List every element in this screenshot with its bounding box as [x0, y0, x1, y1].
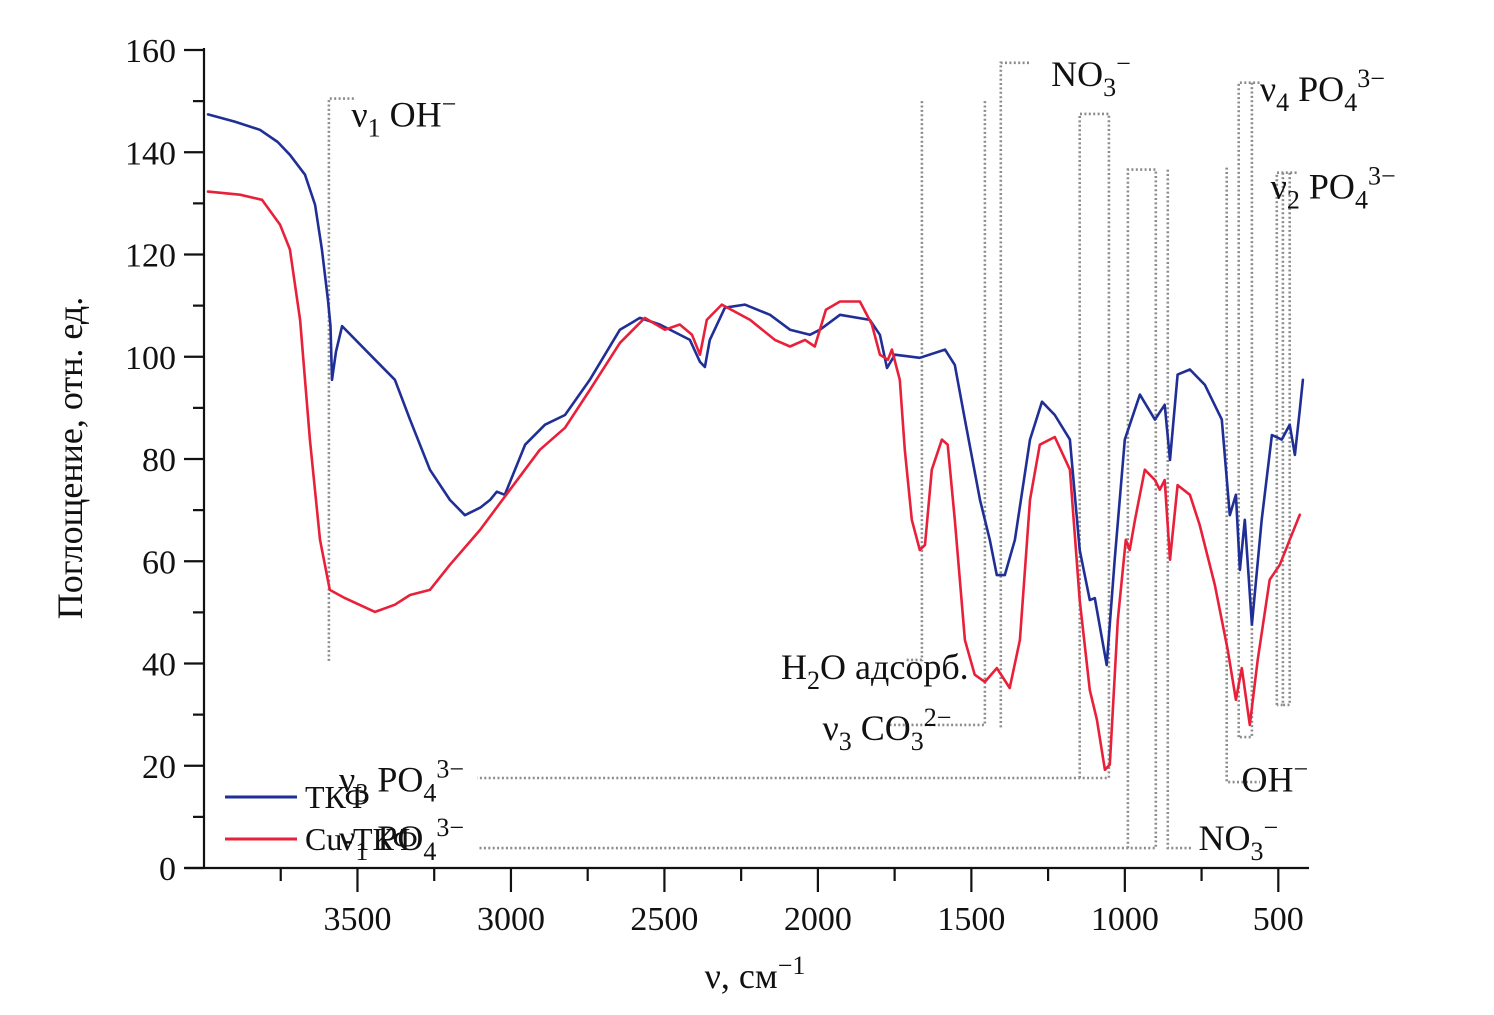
axis-tick-labels: 3500 3000 2500 2000 1500 1000 500 0 20 40 60 80 100 1…: [125, 33, 1304, 938]
x-tick-label: 1000: [1091, 901, 1159, 938]
annotation-guides: [327, 61, 1297, 850]
guide-line-nu2-po4: [1276, 172, 1285, 707]
y-tick-label: 120: [125, 238, 176, 275]
guide-line-nu1-po4: [477, 168, 1158, 850]
y-tick-label: 140: [125, 135, 176, 172]
y-tick-label: 40: [142, 647, 176, 684]
annotation-part: OH: [381, 95, 442, 135]
annotation-part: 1: [368, 114, 381, 143]
axis-ticks: [184, 48, 1280, 892]
annotation-part: 2−: [924, 703, 952, 732]
annotation-part: H: [781, 647, 807, 687]
y-tick-label: 0: [159, 851, 176, 888]
annotation-part: NO: [1051, 54, 1103, 94]
guide-line-nu2-po4: [1275, 171, 1297, 705]
series-lines: [206, 113, 1305, 772]
annotation-part: CO: [852, 708, 911, 748]
x-tick-label: 3000: [477, 901, 545, 938]
annotation-part: PO: [368, 818, 423, 858]
y-tick-label: 160: [125, 33, 176, 70]
y-tick-label: 100: [125, 340, 176, 377]
guide-line-nu4-po4: [1238, 82, 1254, 739]
annotation-part: NO: [1199, 818, 1251, 858]
annotation-part: 4: [1276, 88, 1289, 117]
y-tick-label: 20: [142, 749, 176, 786]
annotation-part: 1: [355, 837, 368, 866]
annotation-part: 3−: [1368, 161, 1396, 190]
legend-label-tkf: ТКФ: [305, 779, 370, 815]
annotation-part: 3: [1251, 837, 1264, 866]
annotation-part: 3: [1103, 73, 1116, 102]
y-tick-label: 60: [142, 544, 176, 581]
annotation-part: 3−: [1357, 64, 1385, 93]
x-axis-title: ν, см−1: [705, 951, 806, 996]
guide-line-nu3-po4: [477, 112, 1111, 780]
annotation-part: 3: [355, 778, 368, 807]
guide-line-no3-bottom: [1166, 169, 1192, 850]
guide-line-nu3-co3: [888, 101, 987, 727]
annotation-nu3-po4: ν3 PO43−: [339, 754, 464, 807]
x-tick-label: 2000: [784, 901, 852, 938]
annotation-part: PO: [1300, 166, 1355, 206]
annotation-part: ν: [351, 95, 367, 135]
annotation-no3-top: NO3−: [1051, 49, 1131, 102]
annotation-part: PO: [368, 759, 423, 799]
annotation-nu2-po4: ν2 PO43−: [1271, 161, 1396, 214]
axes: [185, 48, 1309, 870]
annotation-part: 4: [1344, 88, 1357, 117]
annotation-part: O адсорб.: [820, 647, 969, 687]
annotation-nu3-co3: ν3 CO32−: [822, 703, 951, 756]
annotation-part: ν: [822, 708, 838, 748]
annotation-no3-bottom: NO3−: [1199, 813, 1279, 866]
annotation-labels: ν1 OH−NO3−H2O адсорб.ν3 CO32−ν3 PO43−ν1 …: [339, 49, 1396, 866]
x-axis-title-sup: −1: [778, 951, 806, 980]
annotation-oh-bottom: OH−: [1241, 754, 1308, 799]
annotation-nu4-po4: ν4 PO43−: [1260, 64, 1385, 117]
y-tick-label: 80: [142, 442, 176, 479]
annotation-part: 4: [423, 837, 436, 866]
annotation-part: −: [442, 90, 457, 119]
legend: ТКФ Cu-ТКФ: [225, 779, 418, 857]
y-axis-title: Поглощение, отн. ед.: [50, 297, 90, 619]
annotation-part: −: [1264, 813, 1279, 842]
legend-label-cu-tkf: Cu-ТКФ: [305, 821, 418, 857]
annotation-part: 3−: [436, 813, 464, 842]
annotation-part: 3−: [436, 754, 464, 783]
annotation-part: ν: [1260, 69, 1276, 109]
annotation-part: 2: [1287, 185, 1300, 214]
x-tick-label: 3500: [323, 901, 391, 938]
x-tick-label: 1500: [937, 901, 1005, 938]
guide-line-nu4-po4: [1237, 81, 1260, 738]
series-line-tkf: [206, 113, 1305, 667]
annotation-part: ν: [339, 759, 355, 799]
annotation-h2o-adsorb: H2O адсорб.: [781, 647, 969, 695]
annotation-part: OH: [1241, 759, 1293, 799]
guide-line-no3-top: [999, 61, 1030, 728]
guide-line-nu2-po4: [1282, 172, 1291, 707]
x-tick-label: 500: [1253, 901, 1304, 938]
annotation-part: 4: [423, 778, 436, 807]
series-line-cu-tkf: [206, 190, 1302, 772]
annotation-part: 2: [807, 666, 820, 695]
annotation-part: 4: [1355, 185, 1368, 214]
annotation-part: PO: [1289, 69, 1344, 109]
annotation-nu1-po4: ν1 PO43−: [339, 813, 464, 866]
annotation-part: 3: [839, 727, 852, 756]
annotation-nu1-oh: ν1 OH−: [351, 90, 456, 143]
annotation-part: −: [1293, 754, 1308, 783]
annotation-part: 3: [911, 727, 924, 756]
guide-line-h2o-adsorb: [905, 101, 924, 662]
annotation-part: ν: [1271, 166, 1287, 206]
annotation-part: −: [1116, 49, 1131, 78]
annotation-part: ν: [339, 818, 355, 858]
x-tick-label: 2500: [630, 901, 698, 938]
